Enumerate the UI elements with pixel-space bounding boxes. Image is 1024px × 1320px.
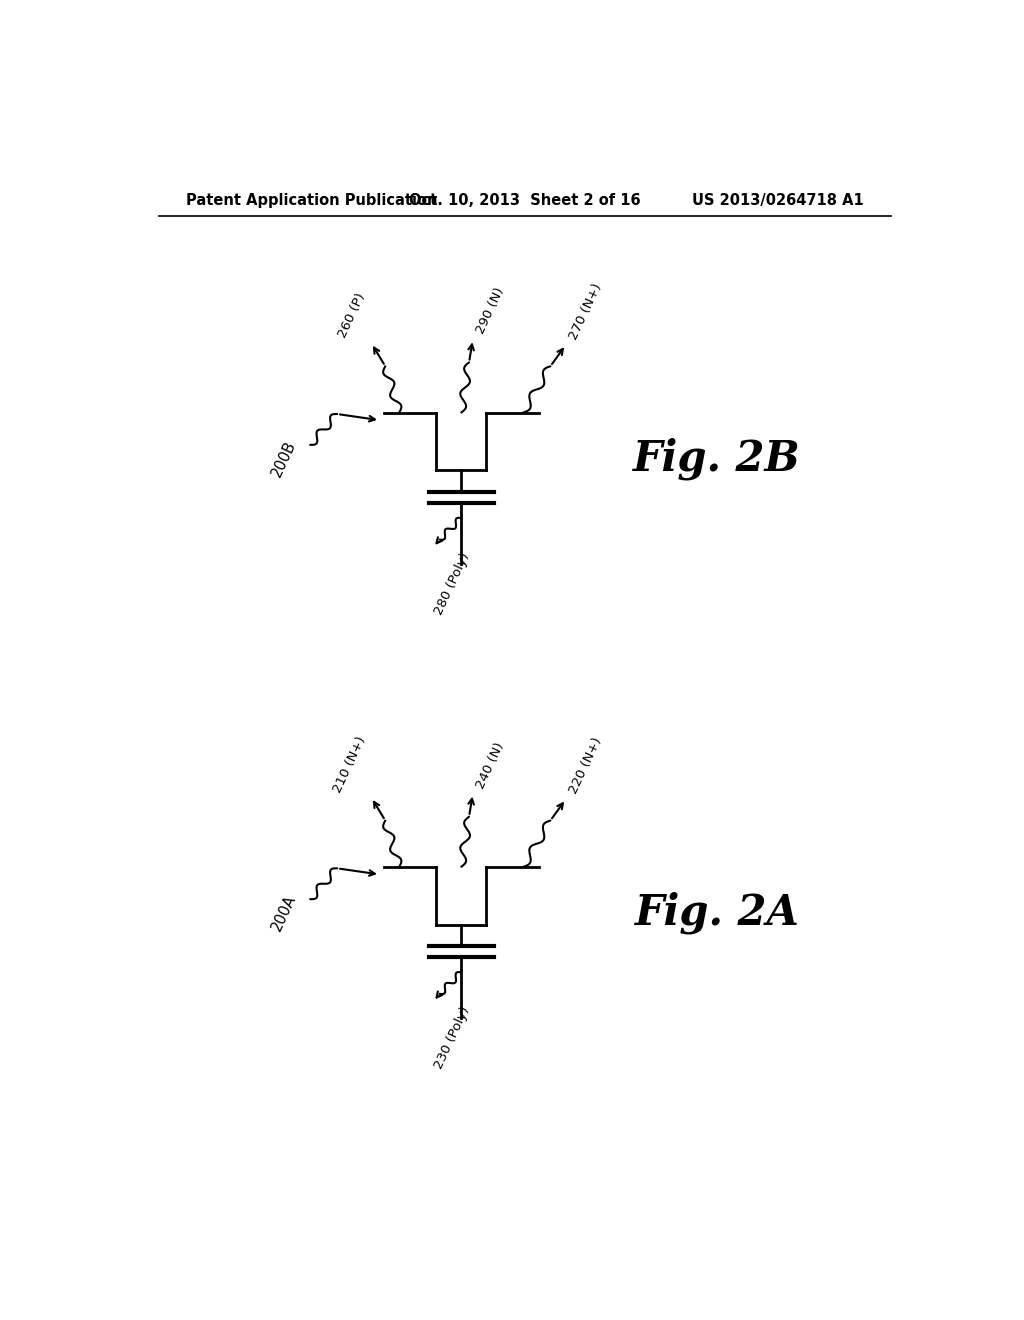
Text: 240 (N): 240 (N)	[474, 741, 507, 791]
Text: Fig. 2A: Fig. 2A	[635, 892, 800, 935]
Text: 200A: 200A	[268, 892, 299, 933]
Text: 210 (N+): 210 (N+)	[331, 734, 369, 795]
Text: US 2013/0264718 A1: US 2013/0264718 A1	[692, 193, 864, 209]
Text: 280 (Poly): 280 (Poly)	[432, 550, 472, 616]
Text: Patent Application Publication: Patent Application Publication	[186, 193, 437, 209]
Text: 230 (Poly): 230 (Poly)	[432, 1005, 472, 1071]
Text: 270 (N+): 270 (N+)	[567, 281, 605, 342]
Text: 200B: 200B	[269, 438, 299, 479]
Text: 260 (P): 260 (P)	[336, 292, 369, 341]
Text: Fig. 2B: Fig. 2B	[633, 437, 801, 480]
Text: 290 (N): 290 (N)	[474, 286, 507, 337]
Text: Oct. 10, 2013  Sheet 2 of 16: Oct. 10, 2013 Sheet 2 of 16	[409, 193, 641, 209]
Text: 220 (N+): 220 (N+)	[567, 735, 605, 796]
